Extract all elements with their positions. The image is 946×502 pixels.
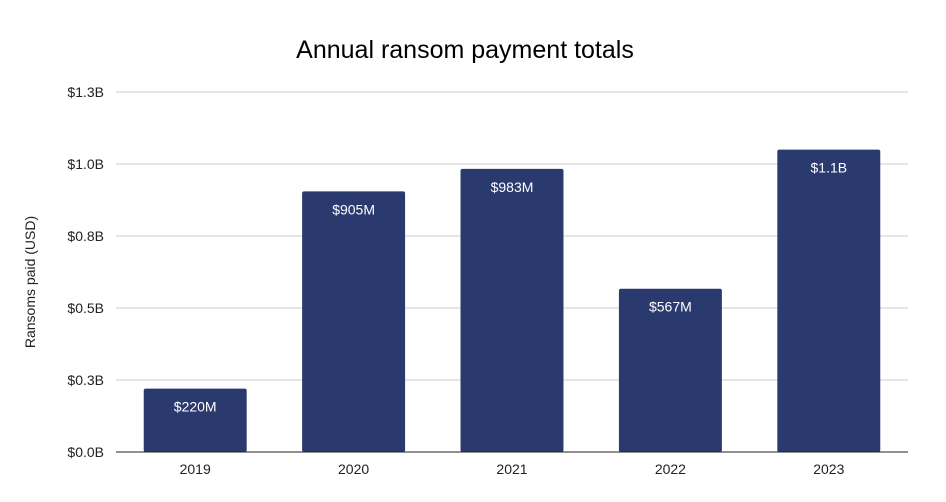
y-tick-label: $0.8B — [67, 228, 104, 244]
bar-value-label: $567M — [649, 299, 692, 315]
bar — [777, 149, 881, 452]
y-axis-ticks: $0.0B $0.3B $0.5B $0.8B $1.0B $1.3B — [67, 84, 104, 460]
x-tick-label: 2022 — [655, 461, 686, 477]
y-tick-label: $0.5B — [67, 300, 104, 316]
bar-value-label: $905M — [332, 201, 375, 217]
bar — [143, 388, 247, 452]
y-tick-label: $1.3B — [67, 84, 104, 100]
bar-value-label: $1.1B — [811, 160, 848, 176]
x-axis-ticks: 2019 2020 2021 2022 2023 — [180, 461, 845, 477]
bar — [302, 191, 406, 453]
y-tick-label: $0.0B — [67, 444, 104, 460]
bar — [460, 168, 564, 452]
chart-title: Annual ransom payment totals — [296, 36, 634, 64]
x-tick-label: 2021 — [496, 461, 527, 477]
bar-data-labels: $220M $905M $983M $567M $1.1B — [174, 160, 847, 415]
y-tick-label: $0.3B — [67, 372, 104, 388]
bar-value-label: $983M — [491, 179, 534, 195]
bars — [143, 149, 881, 453]
x-tick-label: 2023 — [813, 461, 844, 477]
bar — [618, 288, 722, 452]
x-tick-label: 2020 — [338, 461, 369, 477]
bar-value-label: $220M — [174, 399, 217, 415]
x-tick-label: 2019 — [180, 461, 211, 477]
y-tick-label: $1.0B — [67, 156, 104, 172]
